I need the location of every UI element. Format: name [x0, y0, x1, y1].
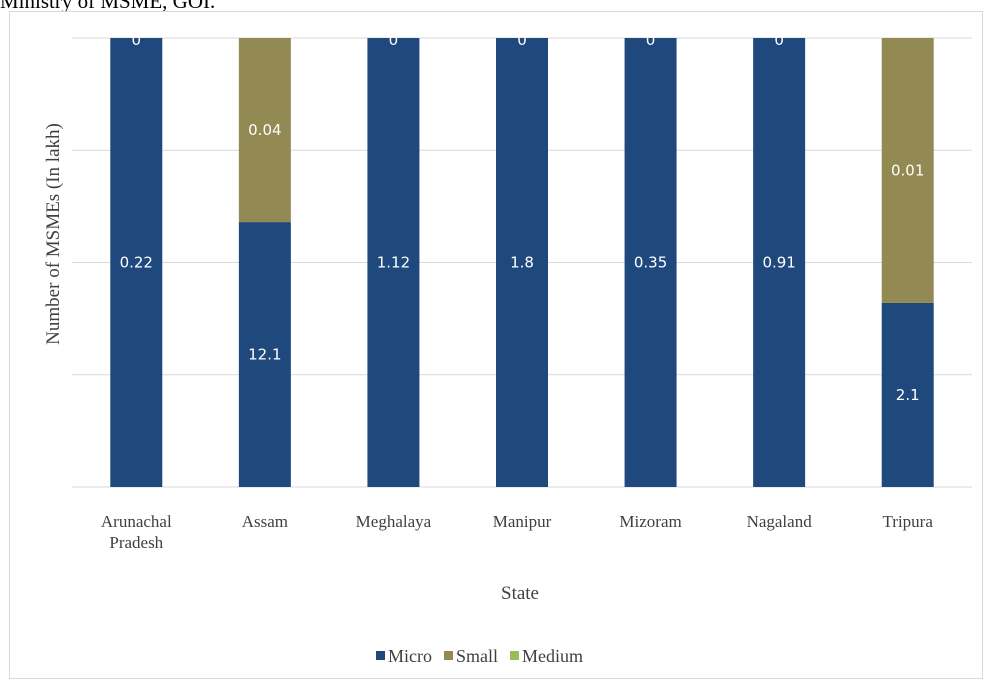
chart-source-caption: Ministry of MSME, GOI.: [0, 0, 216, 13]
x-tick-label: Tripura: [883, 512, 934, 531]
bar-micro: [238, 222, 291, 487]
x-tick-label: Mizoram: [619, 512, 681, 531]
x-tick-label: Meghalaya: [356, 512, 432, 531]
legend-item-small: Small: [444, 646, 498, 666]
bar-micro: [496, 38, 548, 487]
legend-label: Small: [456, 646, 498, 666]
x-tick-label: Manipur: [493, 512, 552, 531]
bar-small: [881, 38, 934, 303]
x-tick-label: Assam: [242, 512, 288, 531]
bars: [110, 38, 934, 487]
legend-item-micro: Micro: [376, 646, 432, 666]
data-label-small: 0: [517, 31, 527, 49]
data-label-small: 0.04: [248, 121, 281, 139]
data-label-micro: 12.1: [248, 346, 281, 364]
data-label-micro: 2.1: [896, 386, 920, 404]
legend-swatch: [510, 651, 520, 660]
data-label-small: 0: [646, 31, 656, 49]
data-label-micro: 0.91: [762, 254, 795, 272]
data-label-micro: 1.8: [510, 254, 534, 272]
data-label-small: 0.01: [891, 161, 924, 179]
bar-micro: [753, 38, 806, 487]
data-labels: 0.22 0 12.1 0.04 1.12 0 1.8 0 0.35 0 0.91 0 2.1 0.01: [120, 31, 925, 404]
data-label-small: 0: [389, 31, 399, 49]
legend-swatch: [444, 651, 453, 660]
bar-micro: [881, 302, 934, 487]
x-axis-title: State: [501, 583, 539, 604]
x-tick-label: Nagaland: [747, 512, 813, 531]
legend-label: Micro: [388, 646, 432, 666]
data-label-micro: 0.22: [120, 254, 153, 272]
y-axis-title: Number of MSMEs (In lakh): [43, 123, 64, 345]
bar-micro: [110, 38, 163, 487]
x-tick-label: Arunachal Pradesh: [101, 512, 172, 552]
stacked-bar-chart: 0.22012.10.041.1201.800.3500.9102.10.01 …: [43, 31, 972, 666]
legend-swatch: [376, 651, 385, 660]
data-label-small: 0: [774, 31, 784, 49]
legend-item-medium: Medium: [510, 646, 583, 666]
bar-micro: [367, 38, 420, 487]
chart-area: 0.22 0 12.1 0.04 1.12 0 1.8 0 0.35 0 0.91 0 2.1 0.01 …: [9, 11, 983, 679]
data-label-small: 0: [132, 31, 142, 49]
bar-micro: [624, 38, 677, 487]
data-label-micro: 1.12: [377, 254, 410, 272]
x-axis-ticks: Arunachal Pradesh Assam Meghalaya Manipur Miz…: [101, 512, 933, 552]
bar-small: [238, 38, 291, 223]
data-label-micro: 0.35: [634, 254, 667, 272]
legend: Micro Small Medium: [376, 646, 583, 666]
legend-label: Medium: [522, 646, 583, 666]
